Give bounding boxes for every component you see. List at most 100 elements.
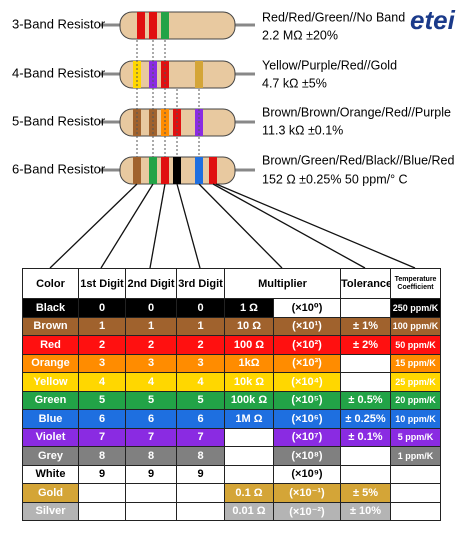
temperature-coefficient xyxy=(390,464,442,484)
tolerance: ± 2% xyxy=(340,335,392,355)
temperature-coefficient: 250 ppm/K xyxy=(390,298,442,318)
digit: 5 xyxy=(176,390,225,410)
table-row: Blue 6 6 6 1M Ω (×10⁶) ± 0.25% 10 ppm/K xyxy=(22,409,442,429)
multiplier: 1M Ω xyxy=(224,409,274,429)
exponent: (×10⁴) xyxy=(272,372,342,392)
color-name: Black xyxy=(22,298,79,318)
tolerance xyxy=(340,298,392,318)
digit: 1 xyxy=(176,316,225,336)
header: 2nd Digit xyxy=(125,268,177,299)
exponent: (×10³) xyxy=(272,353,342,373)
table-row: Brown 1 1 1 10 Ω (×10¹) ± 1% 100 ppm/K xyxy=(22,316,442,336)
multiplier: 100 Ω xyxy=(224,335,274,355)
resistor-value: 2.2 MΩ ±20% xyxy=(262,28,338,42)
table-row: Gold 0.1 Ω (×10⁻¹) ± 5% xyxy=(22,483,442,503)
multiplier xyxy=(224,464,274,484)
temperature-coefficient: 15 ppm/K xyxy=(390,353,442,373)
digit: 9 xyxy=(125,464,177,484)
temperature-coefficient xyxy=(390,483,442,503)
multiplier: 10 Ω xyxy=(224,316,274,336)
resistor-value: 11.3 kΩ ±0.1% xyxy=(262,123,343,137)
exponent: (×10¹) xyxy=(272,316,342,336)
digit: 8 xyxy=(176,446,225,466)
header: 1st Digit xyxy=(78,268,126,299)
digit: 7 xyxy=(78,427,126,447)
multiplier: 10k Ω xyxy=(224,372,274,392)
digit: 2 xyxy=(125,335,177,355)
digit: 6 xyxy=(176,409,225,429)
multiplier: 100k Ω xyxy=(224,390,274,410)
tolerance: ± 0.5% xyxy=(340,390,392,410)
digit: 7 xyxy=(125,427,177,447)
digit xyxy=(78,483,126,503)
multiplier: 0.01 Ω xyxy=(224,501,274,521)
digit: 0 xyxy=(78,298,126,318)
band-colors: Yellow/Purple/Red//Gold xyxy=(262,58,397,72)
tolerance: ± 0.1% xyxy=(340,427,392,447)
connector-lines xyxy=(49,183,416,269)
table-row: Green 5 5 5 100k Ω (×10⁵) ± 0.5% 20 ppm/K xyxy=(22,390,442,410)
resistor-label: 4-Band Resistor xyxy=(12,65,106,80)
color-name: Violet xyxy=(22,427,79,447)
exponent: (×10⁷) xyxy=(272,427,342,447)
color-name: Red xyxy=(22,335,79,355)
table-row: Silver 0.01 Ω (×10⁻²) ± 10% xyxy=(22,501,442,521)
band-colors: Brown/Green/Red/Black//Blue/Red xyxy=(262,153,455,167)
temperature-coefficient: 25 ppm/K xyxy=(390,372,442,392)
digit: 2 xyxy=(176,335,225,355)
digit: 8 xyxy=(125,446,177,466)
exponent: (×10⁰) xyxy=(272,298,342,318)
resistor-value: 4.7 kΩ ±5% xyxy=(262,76,327,90)
table-row: Red 2 2 2 100 Ω (×10²) ± 2% 50 ppm/K xyxy=(22,335,442,355)
digit: 4 xyxy=(78,372,126,392)
exponent: (×10⁵) xyxy=(272,390,342,410)
header: 3rd Digit xyxy=(176,268,225,299)
table-row: Violet 7 7 7 (×10⁷) ± 0.1% 5 ppm/K xyxy=(22,427,442,447)
exponent: (×10⁹) xyxy=(272,464,342,484)
resistor-label: 5-Band Resistor xyxy=(12,113,106,128)
digit xyxy=(125,483,177,503)
digit xyxy=(78,501,126,521)
multiplier: 1kΩ xyxy=(224,353,274,373)
color-name: Blue xyxy=(22,409,79,429)
exponent: (×10⁸) xyxy=(272,446,342,466)
table-row: Yellow 4 4 4 10k Ω (×10⁴) 25 ppm/K xyxy=(22,372,442,392)
temperature-coefficient xyxy=(390,501,442,521)
color-name: Grey xyxy=(22,446,79,466)
header: Temperature Coefficient xyxy=(390,268,442,299)
temperature-coefficient: 10 ppm/K xyxy=(390,409,442,429)
tolerance: ± 1% xyxy=(340,316,392,336)
digit xyxy=(125,501,177,521)
digit: 4 xyxy=(125,372,177,392)
table-row: White 9 9 9 (×10⁹) xyxy=(22,464,442,484)
digit xyxy=(176,501,225,521)
header: Tolerance xyxy=(340,268,392,299)
multiplier: 0.1 Ω xyxy=(224,483,274,503)
digit: 9 xyxy=(78,464,126,484)
tolerance: ± 5% xyxy=(340,483,392,503)
digit: 1 xyxy=(78,316,126,336)
resistor-label: 6-Band Resistor xyxy=(12,161,106,176)
tolerance: ± 0.25% xyxy=(340,409,392,429)
digit: 9 xyxy=(176,464,225,484)
logo: etei xyxy=(410,5,456,35)
band-colors: Red/Red/Green//No Band xyxy=(262,10,405,24)
digit: 6 xyxy=(125,409,177,429)
color-name: Orange xyxy=(22,353,79,373)
color-name: Yellow xyxy=(22,372,79,392)
temperature-coefficient: 20 ppm/K xyxy=(390,390,442,410)
table-row: Black 0 0 0 1 Ω (×10⁰) 250 ppm/K xyxy=(22,298,442,318)
tolerance xyxy=(340,446,392,466)
color-name: Brown xyxy=(22,316,79,336)
tolerance xyxy=(340,353,392,373)
temperature-coefficient: 5 ppm/K xyxy=(390,427,442,447)
temperature-coefficient: 100 ppm/K xyxy=(390,316,442,336)
digit: 3 xyxy=(78,353,126,373)
resistor-label: 3-Band Resistor xyxy=(12,16,106,31)
multiplier xyxy=(224,446,274,466)
digit: 0 xyxy=(176,298,225,318)
header: Color xyxy=(22,268,79,299)
table-body: Black 0 0 0 1 Ω (×10⁰) 250 ppm/K Brown 1 1 1 10 Ω (×… xyxy=(22,298,442,521)
digit: 7 xyxy=(176,427,225,447)
